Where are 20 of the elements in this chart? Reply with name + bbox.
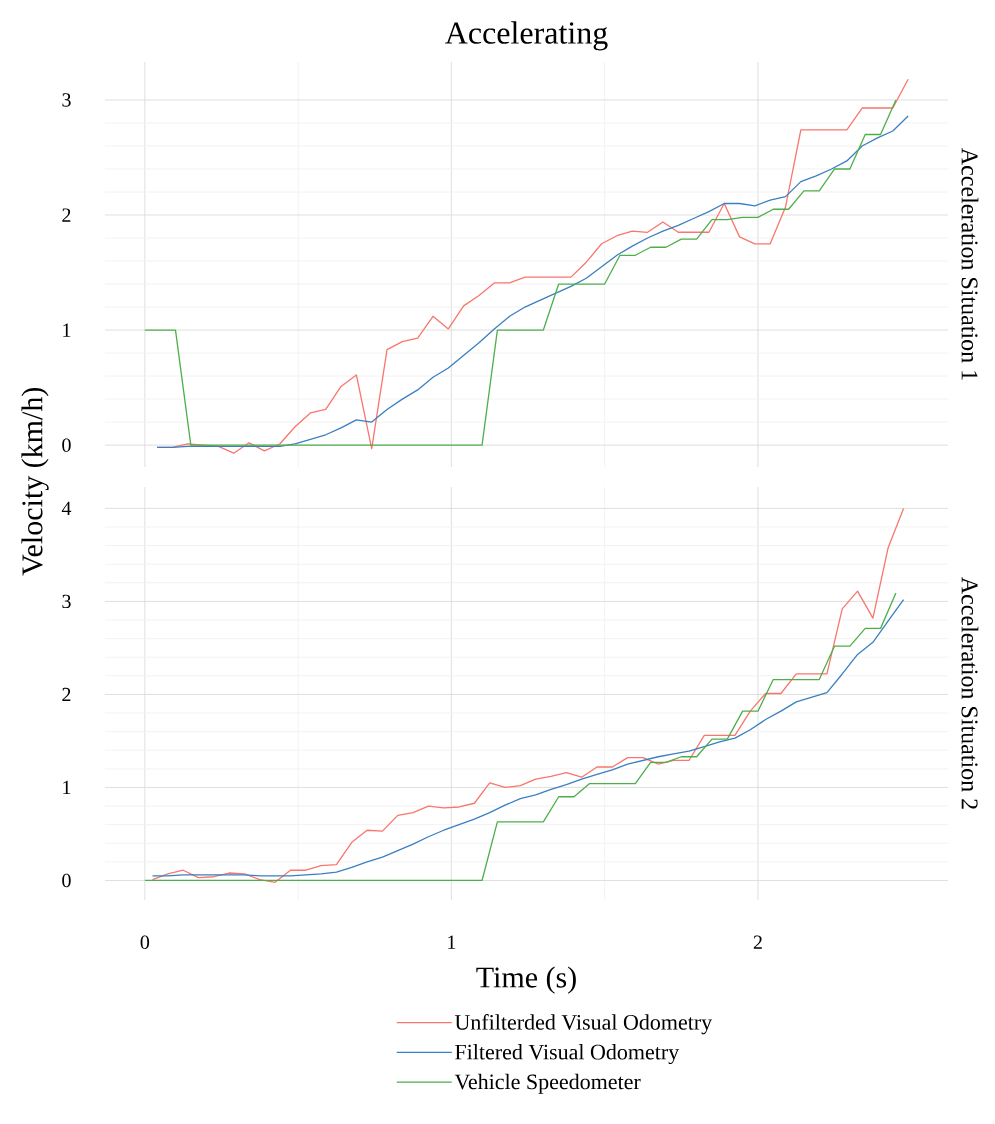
y-tick-label: 1 <box>63 780 71 795</box>
y-tick-label: 3 <box>62 93 71 107</box>
text: Acceleration Situation 2 <box>961 577 979 809</box>
x-tick-label: 0 <box>140 935 150 950</box>
text: Acceleration Situation 1 <box>961 148 979 380</box>
x-tick-label: 2 <box>753 935 762 949</box>
y-tick-label: 1 <box>63 323 71 337</box>
x-tick-label: 1 <box>448 935 456 949</box>
y-axis-title: Velocity (km/h) <box>21 387 49 576</box>
y-tick-label: 2 <box>62 208 71 222</box>
y-tick-label: 0 <box>62 438 71 452</box>
y-tick-label: 3 <box>62 594 71 609</box>
y-tick-label: 0 <box>62 873 71 888</box>
legend-label: Vehicle Speedometer <box>454 1073 641 1094</box>
chart-title: Accelerating <box>445 21 608 51</box>
y-tick-label: 2 <box>62 687 71 702</box>
legend-label: Unfilterded Visual Odometry <box>454 1014 713 1035</box>
legend-label: Filtered Visual Odometry <box>455 1044 680 1065</box>
y-tick-label: 4 <box>61 501 72 515</box>
x-axis-title: Time (s) <box>476 966 576 994</box>
